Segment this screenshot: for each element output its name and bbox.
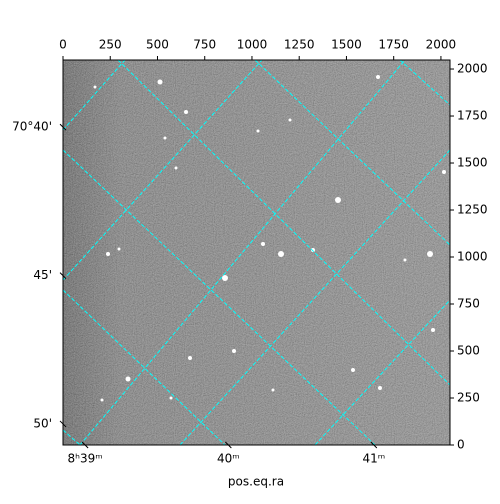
coordinate-grid xyxy=(63,60,450,445)
top-tick-label: 0 xyxy=(59,38,67,52)
right-tick-label: 1250 xyxy=(457,203,488,217)
right-tick-label: 2000 xyxy=(457,62,488,76)
right-tick-label: 0 xyxy=(457,438,465,452)
dec-tick xyxy=(59,272,67,279)
right-tick-label: 1500 xyxy=(457,156,488,170)
ra-tick xyxy=(370,441,378,449)
dec-tick-label: 70°40' xyxy=(12,120,52,134)
top-tick-label: 2000 xyxy=(426,38,457,52)
dec-tick xyxy=(59,123,67,131)
top-tick-label: 1500 xyxy=(331,38,362,52)
dec-tick-label: 45' xyxy=(33,268,52,282)
dec-tick-label: 50' xyxy=(33,416,52,430)
top-tick-label: 250 xyxy=(99,38,122,52)
stars xyxy=(93,75,446,402)
ra-tick xyxy=(224,441,232,449)
right-tick-label: 1750 xyxy=(457,109,488,123)
top-tick-label: 1250 xyxy=(284,38,315,52)
top-tick-label: 750 xyxy=(193,38,216,52)
ra-tick-label: 40ᵐ xyxy=(217,452,240,466)
right-tick-label: 750 xyxy=(457,297,480,311)
right-tick-label: 500 xyxy=(457,344,480,358)
ra-tick-label: 41ᵐ xyxy=(362,452,385,466)
right-tick-label: 1000 xyxy=(457,250,488,264)
top-tick-label: 1750 xyxy=(378,38,409,52)
dec-tick xyxy=(59,420,67,428)
plot-frame xyxy=(62,59,451,446)
ra-tick xyxy=(81,441,89,449)
top-tick-label: 500 xyxy=(146,38,169,52)
ra-tick-label: 8ʰ39ᵐ xyxy=(67,452,102,466)
sky-image xyxy=(63,60,450,445)
x-axis-label: pos.eq.ra xyxy=(228,475,284,489)
top-tick-label: 1000 xyxy=(237,38,268,52)
right-tick-label: 250 xyxy=(457,391,480,405)
